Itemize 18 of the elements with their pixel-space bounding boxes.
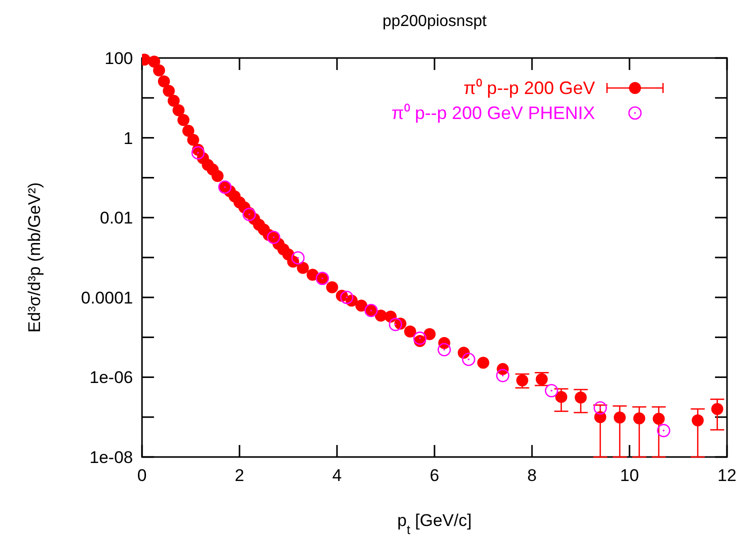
- y-tick-label: 1e-08: [90, 448, 133, 467]
- legend-label: π⁰ p--p 200 GeV: [464, 78, 595, 98]
- y-tick-label: 0.0001: [81, 288, 133, 308]
- y-tick-label: 1: [124, 128, 133, 148]
- x-tick-label: 0: [137, 466, 147, 485]
- y-tick-label: 100: [104, 49, 133, 68]
- y-tick-label: 0.01: [100, 208, 133, 228]
- x-tick-label: 2: [234, 466, 244, 485]
- x-tick-label: 6: [430, 466, 440, 485]
- x-tick-label: 10: [620, 466, 639, 485]
- chart-title: pp200piosnspt: [382, 13, 488, 30]
- x-axis-title: p$_{t}$ [GeV/c]: [397, 511, 472, 536]
- y-axis-title: Ed³σ/d³p (mb/GeV²): [25, 182, 44, 333]
- legend-label: π⁰ p--p 200 GeV PHENIX: [392, 103, 595, 123]
- y-tick-label: 1e-06: [90, 368, 133, 388]
- x-tick-label: 12: [718, 466, 736, 485]
- x-tick-label: 4: [332, 466, 342, 485]
- x-tick-label: 8: [527, 466, 537, 485]
